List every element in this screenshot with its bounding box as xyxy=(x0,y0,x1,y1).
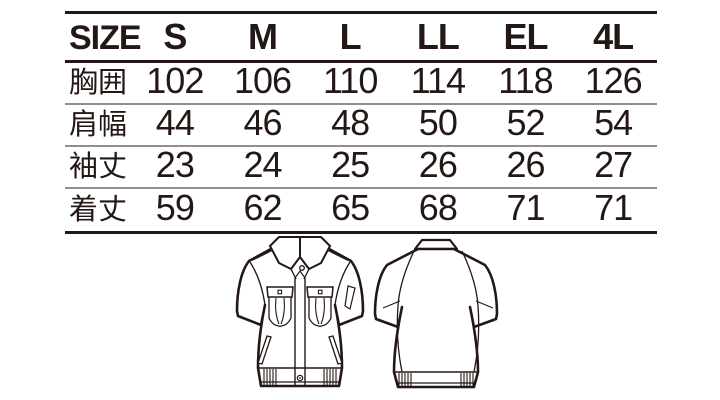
zip-pull xyxy=(299,265,305,271)
shoulder-value: 46 xyxy=(243,102,282,143)
pocket-flap-button xyxy=(277,289,283,295)
shoulder-value: 54 xyxy=(594,102,633,143)
header-size: SIZE xyxy=(69,19,142,57)
sleeve-value: 26 xyxy=(418,144,458,185)
length-value: 65 xyxy=(331,187,370,228)
welt-pocket-right xyxy=(328,335,343,365)
back-hem-rib-left xyxy=(398,373,412,386)
length-value: 71 xyxy=(506,187,545,228)
front-silhouette xyxy=(235,242,365,388)
length-value: 68 xyxy=(418,187,458,228)
back-hem-rib-right xyxy=(460,373,474,386)
chest-value: 102 xyxy=(146,60,204,101)
front-hem-rib-left xyxy=(263,369,277,385)
header-el: EL xyxy=(503,16,548,57)
length-value: 71 xyxy=(594,187,633,228)
table-row-shoulder: 肩幅 44 46 48 50 52 54 xyxy=(65,105,657,147)
shoulder-value: 52 xyxy=(506,102,545,143)
lapel-left-line xyxy=(290,268,297,280)
header-l: L xyxy=(339,16,362,57)
chest-value: 118 xyxy=(498,60,553,101)
header-4l: 4L xyxy=(593,16,634,57)
back-underarm-seam-right xyxy=(475,300,494,309)
back-collar xyxy=(413,238,459,251)
chest-pocket-right xyxy=(306,286,334,327)
header-m: M xyxy=(247,16,278,57)
sleeve-value: 25 xyxy=(331,144,370,185)
row-label-length: 着丈 xyxy=(69,194,128,226)
header-ll: LL xyxy=(416,16,460,57)
shoulder-value: 48 xyxy=(331,102,370,143)
table-row-chest: 胸囲 102 106 110 114 118 126 xyxy=(65,63,657,105)
shoulder-value: 44 xyxy=(155,102,195,143)
chest-pocket-left xyxy=(266,286,294,327)
chest-value: 126 xyxy=(584,60,643,101)
front-hem-rib-right xyxy=(323,369,337,385)
sleeve-value: 27 xyxy=(594,144,633,185)
back-seam-left xyxy=(396,250,415,373)
table-row-length: 着丈 59 62 65 68 71 71 xyxy=(65,189,657,231)
length-value: 59 xyxy=(155,187,195,228)
snap-button xyxy=(296,374,304,382)
table-row-sleeve: 袖丈 23 24 25 26 26 27 xyxy=(65,147,657,189)
sleeve-value: 23 xyxy=(155,144,195,185)
sleeve-value: 26 xyxy=(506,144,545,185)
lapel-right-line xyxy=(303,268,310,280)
size-table-header-row: SIZE S M L LL EL 4L xyxy=(65,14,657,63)
back-seam-right xyxy=(461,250,480,373)
header-s: S xyxy=(163,16,187,57)
back-silhouette xyxy=(373,247,499,389)
size-chart-table: SIZE S M L LL EL 4L 胸囲 102 106 110 114 1… xyxy=(65,11,657,234)
pocket-flap-button xyxy=(317,289,323,295)
jacket-front-drawing xyxy=(235,236,365,388)
chest-value: 110 xyxy=(322,60,378,101)
front-shoulder-seam-right xyxy=(324,248,348,261)
sleeve-value: 24 xyxy=(243,144,282,185)
welt-pocket-left xyxy=(257,335,272,365)
collar-right-leaf xyxy=(299,236,331,270)
snap-button-dot xyxy=(299,377,301,379)
row-label-sleeve: 袖丈 xyxy=(69,151,128,183)
back-underarm-seam-left xyxy=(382,300,401,309)
chest-value: 106 xyxy=(233,60,292,101)
front-placket-top xyxy=(294,269,306,279)
row-label-shoulder: 肩幅 xyxy=(69,109,128,141)
jacket-front-view xyxy=(234,234,366,396)
front-shoulder-seam-left xyxy=(252,248,276,261)
row-label-chest: 胸囲 xyxy=(69,67,128,99)
front-armhole-seam-right xyxy=(334,261,351,306)
sleeve-pen-pocket xyxy=(344,285,356,310)
chest-value: 114 xyxy=(410,60,466,101)
front-armhole-seam-left xyxy=(249,261,266,306)
collar-left-leaf xyxy=(269,236,301,270)
jacket-back-drawing xyxy=(373,238,499,389)
length-value: 62 xyxy=(243,187,282,228)
shoulder-value: 50 xyxy=(418,102,458,143)
jacket-back-view xyxy=(372,234,504,396)
